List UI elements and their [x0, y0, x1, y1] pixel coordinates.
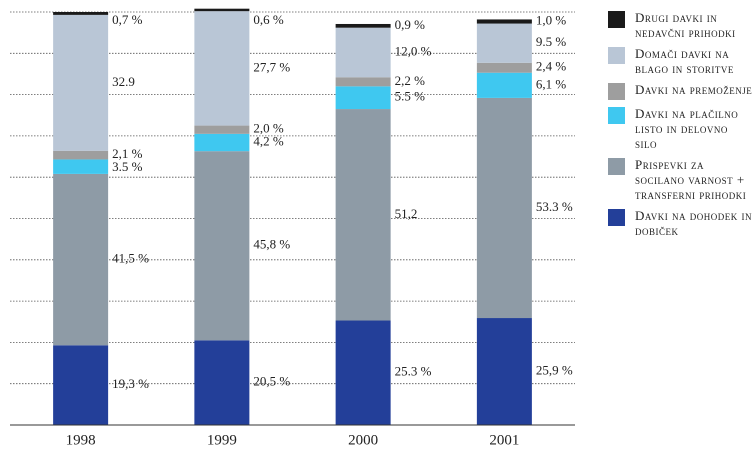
- legend-swatch: [608, 107, 625, 124]
- bar-segment: [476, 62, 532, 73]
- data-label: 2,2 %: [395, 73, 426, 88]
- legend: Drugi davki in nedavčni prihodki Domači d…: [608, 10, 753, 244]
- bar-segment: [335, 23, 391, 28]
- data-label: 0,9 %: [395, 17, 426, 32]
- legend-swatch: [608, 47, 625, 64]
- data-label: 1,0 %: [536, 12, 567, 27]
- legend-label: Drugi davki in nedavčni prihodki: [635, 10, 736, 40]
- data-label: 41,5 %: [112, 251, 149, 266]
- bar-segment: [194, 133, 250, 152]
- data-label: 51,2: [395, 206, 418, 221]
- x-tick-label: 2000: [348, 432, 378, 448]
- bar-segment: [335, 27, 391, 78]
- x-tick-label: 1998: [66, 432, 96, 448]
- legend-item: Davki na plačilno listo in delovno silo: [608, 106, 753, 151]
- data-label: 27,7 %: [253, 59, 290, 74]
- bar-segment: [476, 318, 532, 425]
- legend-label: Davki na dohodek in dobiček: [635, 208, 752, 238]
- bar-segment: [335, 77, 391, 87]
- bar-segment: [194, 125, 250, 134]
- legend-label: Davki na plačilno listo in delovno silo: [635, 106, 739, 151]
- legend-swatch: [608, 83, 625, 100]
- legend-item: Davki na premoženje: [608, 82, 753, 100]
- data-label: 0,6 %: [253, 12, 284, 27]
- data-label: 53.3 %: [536, 199, 573, 214]
- x-tick-label: 2001: [489, 432, 519, 448]
- bar-segment: [335, 320, 391, 425]
- data-label: 6,1 %: [536, 76, 567, 91]
- bar-segment: [194, 8, 250, 12]
- data-label: 4,2 %: [253, 134, 284, 149]
- legend-item: Drugi davki in nedavčni prihodki: [608, 10, 753, 40]
- data-label: 2,4 %: [536, 59, 567, 74]
- legend-label: Prispevki za socilano varnost + transfer…: [635, 157, 747, 202]
- data-label: 0,7 %: [112, 12, 143, 27]
- chart: 0,7 % 32.9 2,1 %3.5 % 41,5 % 19,3 % 1998 0,6 %…: [10, 8, 575, 448]
- data-label: 20,5 %: [253, 374, 290, 389]
- legend-label: Domači davki na blago in storitve: [635, 46, 734, 76]
- legend-swatch: [608, 11, 625, 28]
- bar-segment: [53, 12, 109, 15]
- data-label: 5.5 %: [395, 89, 426, 104]
- legend-item: Domači davki na blago in storitve: [608, 46, 753, 76]
- legend-item: Davki na dohodek in dobiček: [608, 208, 753, 238]
- data-label: 19,3 %: [112, 376, 149, 391]
- data-label: 9.5 %: [536, 34, 567, 49]
- data-label: 12,0 %: [395, 43, 432, 58]
- bar-segment: [53, 173, 109, 346]
- bar-segment: [194, 11, 250, 126]
- legend-item: Prispevki za socilano varnost + transfer…: [608, 157, 753, 202]
- bar-segment: [194, 151, 250, 341]
- bar-segment: [476, 19, 532, 24]
- data-label: 25,9 %: [536, 363, 573, 378]
- data-label: 45,8 %: [253, 237, 290, 252]
- bar-segment: [53, 14, 109, 151]
- data-label: 25.3 %: [395, 364, 432, 379]
- legend-swatch: [608, 158, 625, 175]
- bar-segment: [335, 109, 391, 321]
- legend-swatch: [608, 209, 625, 226]
- legend-label: Davki na premoženje: [635, 82, 753, 97]
- bar-segment: [53, 159, 109, 174]
- bar-segment: [476, 23, 532, 63]
- data-label: 32.9: [112, 74, 135, 89]
- bar-segment: [476, 72, 532, 98]
- data-label: 2,0 %: [253, 121, 284, 136]
- bar-segment: [194, 340, 250, 425]
- x-tick-label: 1999: [207, 432, 237, 448]
- bar-segment: [53, 345, 109, 425]
- bar-segment: [335, 86, 391, 110]
- data-label: 2,1 %: [112, 146, 143, 161]
- bar-segment: [53, 150, 109, 160]
- data-label: 3.5 %: [112, 159, 143, 174]
- bar-segment: [476, 97, 532, 319]
